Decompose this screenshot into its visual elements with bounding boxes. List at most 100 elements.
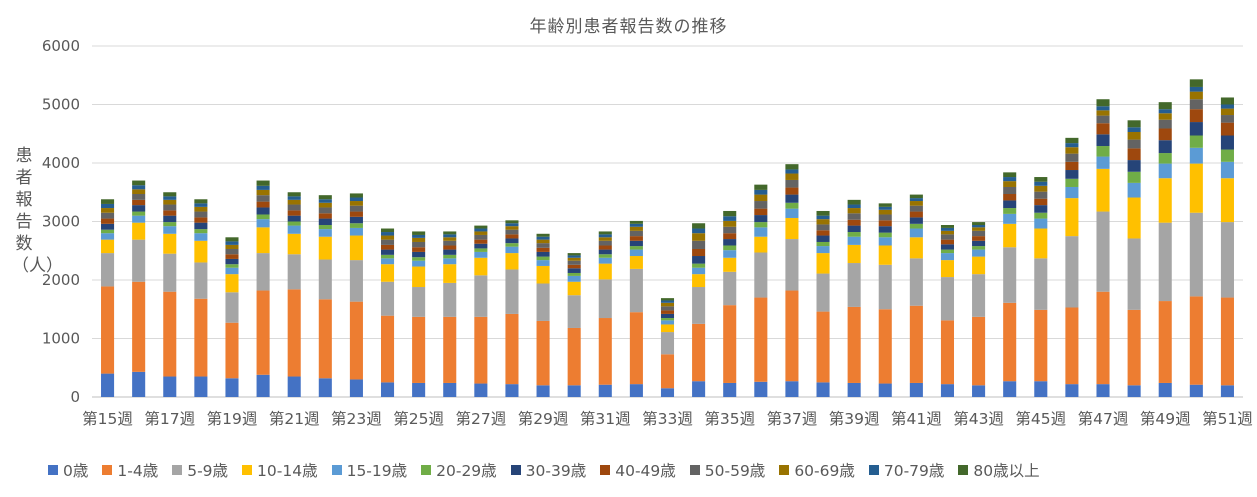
bar-segment bbox=[723, 239, 737, 246]
bar-segment bbox=[474, 231, 488, 235]
bar-segment bbox=[598, 384, 612, 397]
legend-swatch bbox=[868, 465, 879, 475]
bar-segment bbox=[443, 282, 457, 317]
bar-segment bbox=[723, 233, 737, 240]
bar-segment bbox=[101, 229, 115, 234]
bar-segment bbox=[163, 233, 177, 254]
bar-segment bbox=[660, 332, 675, 355]
bar-segment bbox=[1034, 218, 1048, 229]
bar-segment bbox=[474, 275, 488, 317]
bar-segment bbox=[909, 228, 923, 238]
bar-segment bbox=[412, 287, 426, 317]
bar-segment bbox=[847, 204, 861, 209]
bar-segment bbox=[380, 239, 395, 245]
bar-segment bbox=[380, 228, 395, 233]
bar-segment bbox=[1096, 384, 1110, 397]
legend-swatch bbox=[102, 465, 113, 475]
bar-segment bbox=[101, 223, 115, 230]
bar-segment bbox=[1065, 384, 1079, 397]
legend-swatch bbox=[600, 465, 611, 475]
bar-segment bbox=[412, 257, 426, 261]
bar-segment bbox=[754, 227, 768, 237]
bar-segment bbox=[567, 385, 581, 397]
bar-segment bbox=[287, 221, 301, 226]
bar-segment bbox=[318, 236, 332, 260]
bar-segment bbox=[1065, 143, 1079, 148]
bar-segment bbox=[723, 220, 737, 227]
bar-segment bbox=[474, 234, 488, 240]
bar-segment bbox=[816, 224, 830, 231]
bar-segment bbox=[1158, 140, 1172, 154]
legend-item: 50-59歳 bbox=[689, 459, 766, 481]
bar-segment bbox=[1158, 128, 1172, 141]
bar-segment bbox=[349, 193, 363, 198]
legend-item: 10-14歳 bbox=[242, 459, 318, 481]
bar-segment bbox=[567, 260, 581, 265]
bar-segment bbox=[132, 205, 146, 212]
bar-segment bbox=[163, 210, 177, 216]
bar-segment bbox=[972, 236, 986, 241]
bar-segment bbox=[505, 246, 519, 254]
bar-segment bbox=[629, 223, 643, 227]
bar-segment bbox=[256, 189, 270, 196]
legend-label: 50-59歳 bbox=[704, 462, 766, 480]
bar-segment bbox=[629, 246, 643, 250]
bar-segment bbox=[909, 205, 923, 212]
bar-segment bbox=[1220, 222, 1234, 298]
legend-label: 10-14歳 bbox=[257, 462, 318, 480]
bar-segment bbox=[692, 274, 706, 288]
bar-segment bbox=[1034, 258, 1048, 310]
bar-segment bbox=[972, 222, 986, 226]
bar-segment bbox=[598, 245, 612, 250]
bar-segment bbox=[1158, 222, 1172, 302]
bar-segment bbox=[598, 249, 612, 255]
bar-segment bbox=[256, 214, 270, 220]
bar-segment bbox=[660, 302, 675, 307]
bar-segment bbox=[505, 226, 519, 230]
bar-segment bbox=[443, 382, 457, 397]
bar-segment bbox=[847, 208, 861, 214]
bar-segment bbox=[101, 286, 115, 374]
bar-segment bbox=[940, 384, 955, 397]
bar-segment bbox=[225, 274, 239, 293]
bar-segment bbox=[940, 249, 955, 254]
bar-segment bbox=[847, 244, 861, 264]
bar-segment bbox=[505, 243, 519, 247]
bar-segment bbox=[660, 354, 675, 389]
bar-segment bbox=[225, 378, 239, 397]
bar-segment bbox=[163, 226, 177, 234]
bar-segment bbox=[132, 180, 146, 186]
x-tick-label: 第17週 bbox=[144, 410, 195, 428]
bar-segment bbox=[909, 198, 923, 202]
bar-segment bbox=[380, 281, 395, 316]
bar-segment bbox=[1003, 194, 1017, 201]
bar-segment bbox=[256, 180, 270, 186]
bar-segment bbox=[287, 289, 301, 377]
bar-segment bbox=[940, 260, 955, 278]
bar-segment bbox=[1220, 161, 1234, 179]
chart-title: 年齢別患者報告数の推移 bbox=[529, 17, 728, 37]
bar-segment bbox=[909, 382, 923, 397]
legend-item: 15-19歳 bbox=[331, 459, 407, 481]
legend-item: 0歳 bbox=[48, 459, 88, 481]
x-tick-label: 第35週 bbox=[704, 410, 755, 428]
bar-segment bbox=[536, 251, 550, 257]
bar-segment bbox=[318, 225, 332, 230]
bar-segment bbox=[1034, 309, 1048, 382]
bar-segment bbox=[132, 371, 146, 397]
bar-segment bbox=[412, 266, 426, 288]
x-tick-label: 第47週 bbox=[1078, 410, 1129, 428]
bar-segment bbox=[536, 283, 550, 321]
bar-segment bbox=[349, 205, 363, 212]
bar-segment bbox=[1189, 147, 1203, 164]
bar-segment bbox=[256, 290, 270, 375]
bar-segment bbox=[754, 252, 768, 298]
y-tick-label: 0 bbox=[70, 388, 80, 406]
legend-label: 60-69歳 bbox=[794, 462, 855, 480]
bar-segment bbox=[1220, 297, 1234, 386]
bar-segment bbox=[878, 232, 892, 238]
bar-segment bbox=[972, 246, 986, 250]
bar-segment bbox=[909, 305, 923, 383]
bar-segment bbox=[443, 234, 457, 238]
